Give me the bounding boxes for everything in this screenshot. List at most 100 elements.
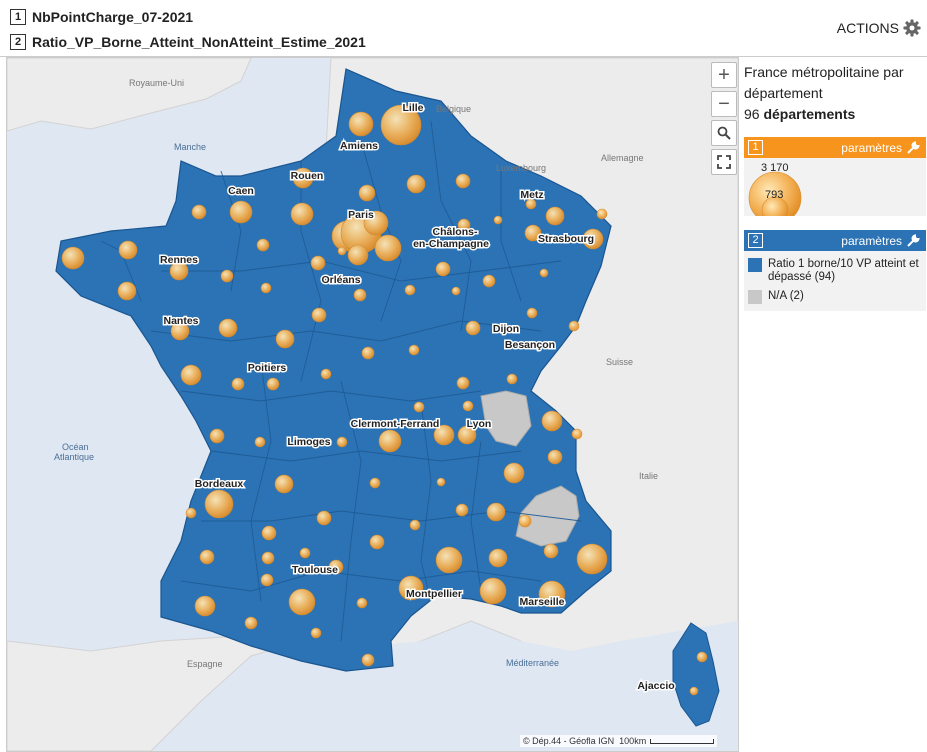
department-bubble[interactable] [260, 282, 272, 294]
department-bubble[interactable] [503, 462, 525, 484]
department-bubble[interactable] [229, 200, 253, 224]
department-bubble[interactable] [576, 543, 608, 575]
department-bubble[interactable] [180, 364, 202, 386]
department-bubble[interactable] [696, 651, 708, 663]
department-bubble[interactable] [199, 549, 215, 565]
department-bubble[interactable] [518, 514, 532, 528]
department-bubble[interactable] [361, 346, 375, 360]
department-bubble[interactable] [526, 307, 538, 319]
department-bubble[interactable] [220, 269, 234, 283]
department-bubble[interactable] [358, 184, 376, 202]
department-bubble[interactable] [462, 400, 474, 412]
department-bubble[interactable] [413, 401, 425, 413]
department-bubble[interactable] [539, 268, 549, 278]
department-bubble[interactable] [169, 261, 189, 281]
department-bubble[interactable] [292, 167, 314, 189]
fullscreen-button[interactable] [711, 149, 737, 175]
department-bubble[interactable] [310, 255, 326, 271]
department-bubble[interactable] [457, 218, 471, 232]
department-bubble[interactable] [436, 477, 446, 487]
map-canvas[interactable]: Royaume-Uni Belgique Luxembourg Allemagn… [6, 57, 739, 752]
department-bubble[interactable] [596, 208, 608, 220]
department-bubble[interactable] [433, 424, 455, 446]
department-bubble[interactable] [316, 510, 332, 526]
department-bubble[interactable] [408, 344, 420, 356]
department-bubble[interactable] [328, 559, 344, 575]
legend-item-ratio[interactable]: Ratio 1 borne/10 VP atteint et dépassé (… [744, 255, 926, 287]
department-bubble[interactable] [525, 198, 537, 210]
zoom-in-button[interactable]: + [711, 62, 737, 88]
department-bubble[interactable] [541, 410, 563, 432]
department-bubble[interactable] [378, 429, 402, 453]
department-bubble[interactable] [545, 206, 565, 226]
department-bubble[interactable] [457, 425, 477, 445]
department-bubble[interactable] [455, 173, 471, 189]
department-bubble[interactable] [290, 202, 314, 226]
department-bubble[interactable] [185, 507, 197, 519]
department-bubble[interactable] [231, 377, 245, 391]
department-bubble[interactable] [61, 246, 85, 270]
actions-button[interactable]: ACTIONS [837, 19, 921, 37]
department-bubble[interactable] [117, 281, 137, 301]
department-bubble[interactable] [261, 525, 277, 541]
department-bubble[interactable] [506, 373, 518, 385]
department-bubble[interactable] [482, 274, 496, 288]
department-bubble[interactable] [456, 376, 470, 390]
department-bubble[interactable] [320, 368, 332, 380]
layer-title-2[interactable]: 2 Ratio_VP_Borne_Atteint_NonAtteint_Esti… [10, 32, 366, 52]
department-bubble[interactable] [479, 577, 507, 605]
department-bubble[interactable] [260, 573, 274, 587]
department-bubble[interactable] [353, 288, 367, 302]
department-bubble[interactable] [538, 580, 566, 608]
department-bubble[interactable] [266, 377, 280, 391]
department-bubble[interactable] [465, 320, 481, 336]
department-bubble[interactable] [435, 261, 451, 277]
department-bubble[interactable] [582, 228, 604, 250]
department-bubble[interactable] [455, 503, 469, 517]
department-bubble[interactable] [336, 436, 348, 448]
layer-title-1[interactable]: 1 NbPointCharge_07-2021 [10, 7, 193, 27]
department-bubble[interactable] [118, 240, 138, 260]
department-bubble[interactable] [348, 111, 374, 137]
department-bubble[interactable] [380, 104, 422, 146]
department-bubble[interactable] [689, 686, 699, 696]
department-bubble[interactable] [524, 224, 542, 242]
department-bubble[interactable] [218, 318, 238, 338]
legend-params-button-2[interactable]: paramètres [841, 234, 920, 248]
department-bubble[interactable] [310, 627, 322, 639]
department-bubble[interactable] [547, 449, 563, 465]
department-bubble[interactable] [204, 489, 234, 519]
department-bubble[interactable] [571, 428, 583, 440]
department-bubble[interactable] [256, 238, 270, 252]
department-bubble[interactable] [374, 234, 402, 262]
department-bubble[interactable] [363, 210, 389, 236]
department-bubble[interactable] [209, 428, 225, 444]
department-bubble[interactable] [398, 575, 424, 601]
department-bubble[interactable] [488, 548, 508, 568]
department-bubble[interactable] [486, 502, 506, 522]
department-bubble[interactable] [406, 174, 426, 194]
department-bubble[interactable] [170, 321, 190, 341]
department-bubble[interactable] [191, 204, 207, 220]
department-bubble[interactable] [369, 477, 381, 489]
department-bubble[interactable] [261, 551, 275, 565]
department-bubble[interactable] [543, 543, 559, 559]
zoom-out-button[interactable]: − [711, 91, 737, 117]
department-bubble[interactable] [299, 547, 311, 559]
department-bubble[interactable] [435, 546, 463, 574]
department-bubble[interactable] [369, 534, 385, 550]
department-bubble[interactable] [356, 597, 368, 609]
department-bubble[interactable] [493, 215, 503, 225]
department-bubble[interactable] [337, 246, 347, 256]
department-bubble[interactable] [244, 616, 258, 630]
department-bubble[interactable] [288, 588, 316, 616]
department-bubble[interactable] [568, 320, 580, 332]
department-bubble[interactable] [254, 436, 266, 448]
search-button[interactable] [711, 120, 737, 146]
department-bubble[interactable] [361, 653, 375, 667]
department-bubble[interactable] [347, 244, 369, 266]
department-bubble[interactable] [404, 284, 416, 296]
department-bubble[interactable] [274, 474, 294, 494]
department-bubble[interactable] [194, 595, 216, 617]
department-bubble[interactable] [275, 329, 295, 349]
